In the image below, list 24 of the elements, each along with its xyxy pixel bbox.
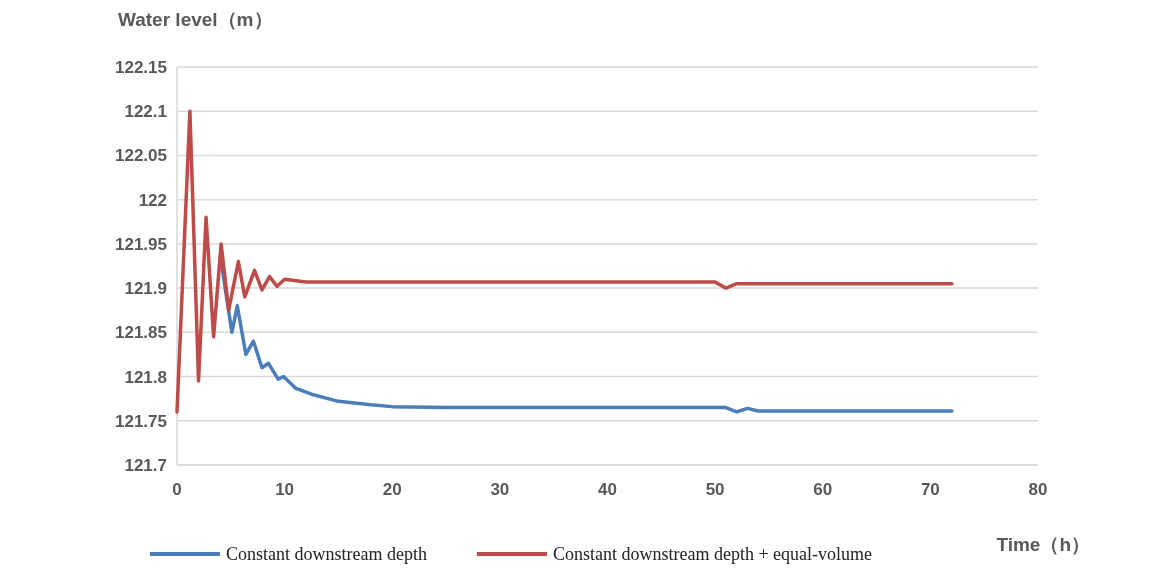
y-tick-label: 121.8 [124,367,167,387]
line-series [175,109,954,414]
y-tick-label: 122.1 [124,102,167,122]
x-tick-label: 20 [382,480,402,499]
y-tick-label: 122.05 [115,146,167,166]
x-tick-label: 60 [813,480,833,499]
x-tick-label: 80 [1028,480,1048,499]
legend-label: Constant downstream depth [226,544,427,564]
y-tick-label: 122.15 [115,58,167,77]
x-tick-label: 50 [705,480,725,499]
y-tick-label: 121.85 [115,323,167,343]
x-axis-title: Time（h） [996,534,1090,555]
legend-label: Constant downstream depth + equal-volume [552,544,873,564]
x-tick-label: 10 [275,480,295,499]
y-tick-label: 121.9 [124,279,167,299]
y-tick-label: 121.95 [115,234,167,254]
x-tick-label: 70 [920,480,940,499]
x-tick-label: 40 [598,480,617,499]
y-tick-label: 121.75 [115,411,167,431]
y-tick-label: 122 [138,190,167,210]
x-tick-label: 30 [490,480,510,499]
x-tick-label: 0 [172,480,182,499]
y-axis-title: Water level（m） [118,9,273,30]
y-tick-label: 121.7 [124,456,167,475]
